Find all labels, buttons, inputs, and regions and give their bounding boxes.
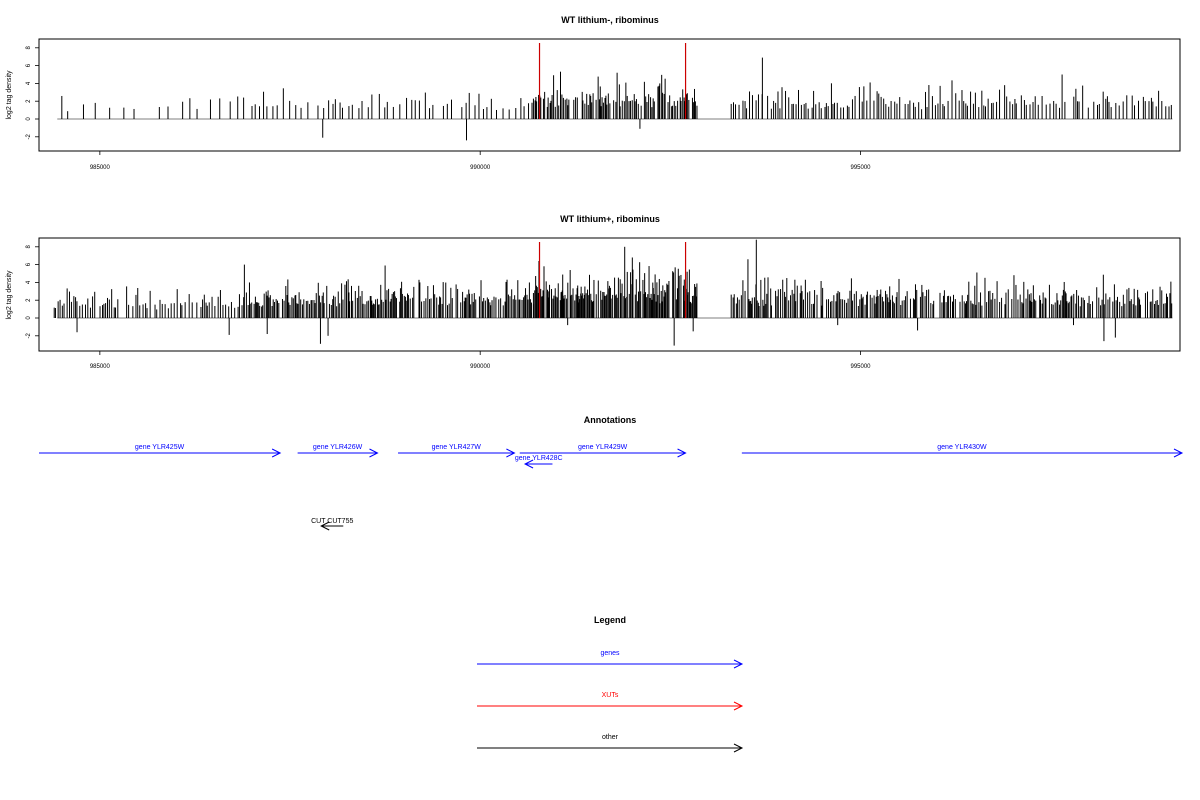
y-axis: -2 0 2 4 6 8 <box>26 244 40 338</box>
gene-arrow-head <box>677 448 687 458</box>
x-tick-label: 995000 <box>851 165 872 171</box>
gene-arrow <box>398 448 516 458</box>
x-tick-label: 985000 <box>90 165 111 171</box>
track-title: WT lithium+, ribominus <box>560 214 660 224</box>
legend-label: other <box>602 734 619 741</box>
x-tick-label: 985000 <box>90 364 111 370</box>
gene-label: gene YLR429W <box>578 444 628 451</box>
legend-panel: Legend genes XUTs other <box>477 615 744 753</box>
gene-arrow-head <box>369 448 379 458</box>
legend-label: genes <box>600 650 620 657</box>
plot-frame <box>38 38 1181 152</box>
y-tick-label: 6 <box>26 63 32 67</box>
cut-label: CUT CUT755 <box>311 518 353 525</box>
gene-label: gene YLR430W <box>937 444 987 451</box>
gene-arrow <box>39 448 282 458</box>
legend-arrow-other <box>477 743 744 753</box>
x-tick-label: 995000 <box>851 364 872 370</box>
y-tick-label: -2 <box>26 133 32 139</box>
y-tick-label: 4 <box>26 81 32 85</box>
legend-label: XUTs <box>602 692 619 699</box>
gene-arrow <box>297 448 379 458</box>
y-tick-label: 2 <box>26 99 32 103</box>
x-tick-label: 990000 <box>470 364 491 370</box>
y-tick-label: 0 <box>26 117 32 121</box>
gene-arrow-head <box>506 448 516 458</box>
track-title: WT lithium-, ribominus <box>561 15 659 25</box>
y-axis: -2 0 2 4 6 8 <box>26 45 40 139</box>
y-tick-label: 2 <box>26 298 32 302</box>
y-tick-label: 8 <box>26 45 32 49</box>
gene-arrow-head <box>1173 448 1184 458</box>
legend-title: Legend <box>594 615 626 625</box>
annotations-panel: Annotations gene YLR425W gene YLR426W gene… <box>39 415 1184 531</box>
gene-label: gene YLR428C <box>515 455 563 462</box>
annotations-title: Annotations <box>584 415 637 425</box>
legend-arrow-other-head <box>733 743 744 753</box>
y-tick-label: 8 <box>26 244 32 248</box>
y-axis-label: log2 tag density <box>6 70 13 120</box>
legend-arrow-xuts-head <box>733 701 744 711</box>
bars-layer <box>53 239 1173 346</box>
gene-arrow <box>519 448 687 458</box>
legend-arrow-genes <box>477 659 744 669</box>
gene-label: gene YLR427W <box>432 444 482 451</box>
y-tick-label: -2 <box>26 332 32 338</box>
gene-label: gene YLR426W <box>313 444 363 451</box>
track-panel-lithium-plus: WT lithium+, ribominus log2 tag density … <box>6 214 1181 370</box>
bars-layer <box>57 43 1173 141</box>
legend-arrow-xuts <box>477 701 744 711</box>
y-tick-label: 6 <box>26 262 32 266</box>
y-tick-label: 4 <box>26 280 32 284</box>
gene-arrow <box>523 459 553 469</box>
gene-arrow-head <box>523 459 534 469</box>
gene-label: gene YLR425W <box>135 444 185 451</box>
gene-arrow-head <box>271 448 282 458</box>
x-axis: 985000 990000 995000 <box>90 351 871 370</box>
y-axis-label: log2 tag density <box>6 270 13 320</box>
cut-arrow-head <box>320 521 330 531</box>
x-tick-label: 990000 <box>470 165 491 171</box>
x-axis: 985000 990000 995000 <box>90 151 871 171</box>
cut-arrow <box>320 521 344 531</box>
legend-arrow-genes-head <box>733 659 744 669</box>
gene-arrow <box>741 448 1184 458</box>
track-panel-lithium-minus: WT lithium-, ribominus log2 tag density … <box>6 15 1181 171</box>
y-tick-label: 0 <box>26 316 32 320</box>
